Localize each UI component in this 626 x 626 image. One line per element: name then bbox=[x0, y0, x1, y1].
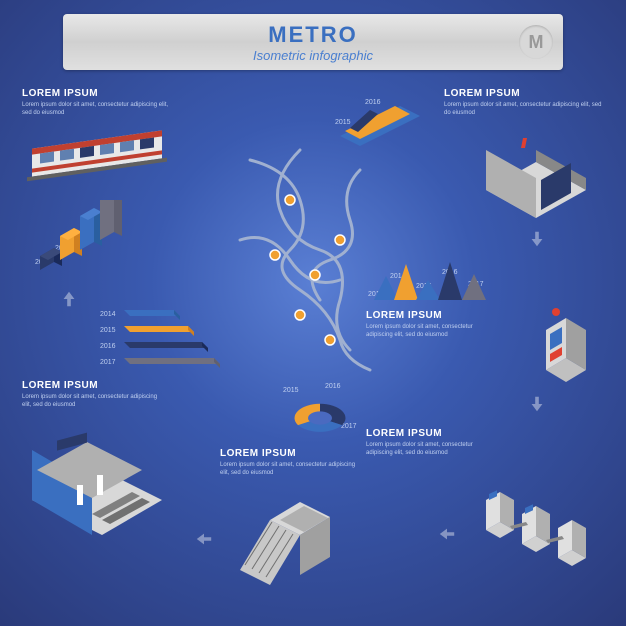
section-entrance: LOREM IPSUM Lorem ipsum dolor sit amet, … bbox=[444, 88, 604, 118]
metro-badge-icon: M bbox=[519, 25, 553, 59]
section-kiosk: LOREM IPSUM Lorem ipsum dolor sit amet, … bbox=[366, 310, 496, 340]
section-turnstile: LOREM IPSUM Lorem ipsum dolor sit amet, … bbox=[366, 428, 496, 458]
station-entrance-icon bbox=[466, 130, 596, 225]
section-title: LOREM IPSUM bbox=[220, 448, 360, 459]
svg-text:2017: 2017 bbox=[100, 359, 116, 366]
arrow-down-icon bbox=[528, 395, 546, 413]
svg-text:2014: 2014 bbox=[100, 311, 116, 318]
arrow-up-icon bbox=[60, 290, 78, 308]
section-body: Lorem ipsum dolor sit amet, consectetur … bbox=[22, 394, 162, 410]
chart-peaks: 2013 2014 2015 2016 2017 bbox=[366, 238, 506, 313]
section-title: LOREM IPSUM bbox=[22, 380, 162, 391]
page-title: METRO bbox=[268, 22, 357, 48]
section-body: Lorem ipsum dolor sit amet, consectetur … bbox=[22, 102, 172, 118]
svg-text:2015: 2015 bbox=[100, 327, 116, 334]
section-title: LOREM IPSUM bbox=[366, 428, 496, 439]
svg-text:2016: 2016 bbox=[100, 343, 116, 350]
arrow-left-icon bbox=[438, 525, 456, 543]
chart-hbars: 2014 2015 2016 2017 bbox=[100, 300, 220, 385]
turnstile-icon bbox=[476, 470, 596, 575]
svg-text:2017: 2017 bbox=[341, 423, 357, 430]
header-banner: METRO Isometric infographic M bbox=[63, 14, 563, 70]
metro-train-icon bbox=[22, 120, 172, 195]
section-body: Lorem ipsum dolor sit amet, consectetur … bbox=[444, 102, 604, 118]
arrow-down-icon bbox=[528, 230, 546, 248]
year-label: 2015 bbox=[335, 119, 351, 126]
year-label: 2016 bbox=[365, 99, 381, 106]
section-title: LOREM IPSUM bbox=[22, 88, 172, 99]
chart-donut: 2015 2016 2017 bbox=[275, 380, 365, 455]
section-title: LOREM IPSUM bbox=[366, 310, 496, 321]
section-train: LOREM IPSUM Lorem ipsum dolor sit amet, … bbox=[22, 88, 172, 118]
section-body: Lorem ipsum dolor sit amet, consectetur … bbox=[366, 324, 496, 340]
section-escalator: LOREM IPSUM Lorem ipsum dolor sit amet, … bbox=[220, 448, 360, 478]
svg-text:2016: 2016 bbox=[325, 383, 341, 390]
escalator-icon bbox=[230, 490, 360, 595]
station-platform-icon bbox=[22, 430, 172, 545]
section-platform: LOREM IPSUM Lorem ipsum dolor sit amet, … bbox=[22, 380, 162, 410]
section-body: Lorem ipsum dolor sit amet, consectetur … bbox=[220, 462, 360, 478]
page-subtitle: Isometric infographic bbox=[253, 48, 373, 63]
arrow-left-icon bbox=[195, 530, 213, 548]
chart-bars-1: 2014 2015 2016 2017 bbox=[30, 200, 160, 285]
section-body: Lorem ipsum dolor sit amet, consectetur … bbox=[366, 442, 496, 458]
svg-text:2015: 2015 bbox=[283, 387, 299, 394]
ticket-kiosk-icon bbox=[536, 300, 596, 395]
section-title: LOREM IPSUM bbox=[444, 88, 604, 99]
